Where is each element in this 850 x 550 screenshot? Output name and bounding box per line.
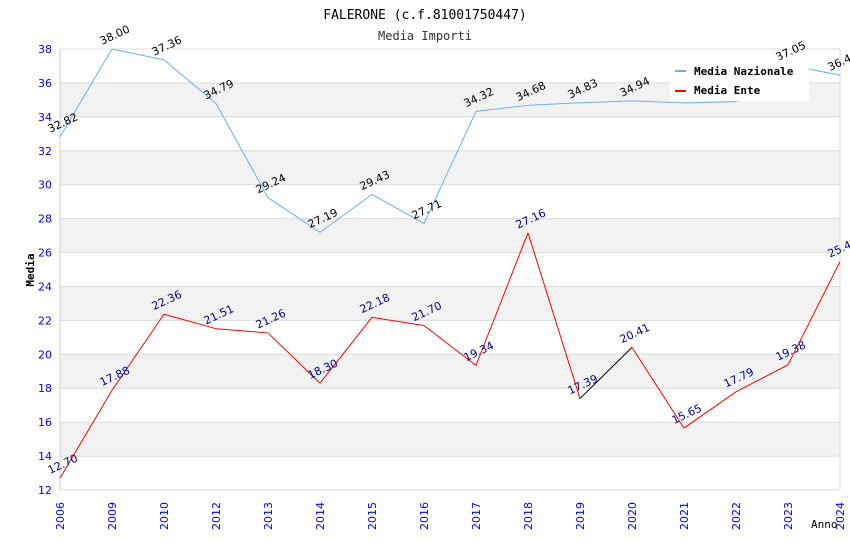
legend-label-nazionale: Media Nazionale	[694, 65, 794, 78]
series-segment	[683, 391, 737, 429]
x-tick-label: 2021	[678, 502, 691, 530]
series-segment	[631, 100, 685, 104]
y-tick-label: 20	[38, 348, 52, 361]
y-tick-label: 34	[38, 111, 52, 124]
y-tick-label: 30	[38, 179, 52, 192]
series-segment	[215, 103, 269, 198]
chart-subtitle: Media Importi	[378, 29, 472, 43]
grid-band	[60, 218, 840, 253]
x-tick-label: 2015	[366, 502, 379, 530]
series-segment	[475, 232, 529, 366]
x-tick-label: 2019	[574, 502, 587, 530]
data-label: 37.36	[150, 33, 184, 58]
data-label: 38.00	[98, 23, 132, 48]
series-segment	[111, 313, 165, 391]
x-tick-label: 2018	[522, 502, 535, 530]
x-tick-label: 2006	[54, 502, 67, 530]
y-tick-label: 12	[38, 484, 52, 497]
series-segment	[787, 261, 841, 366]
series-segment	[371, 193, 425, 224]
series-segment	[59, 48, 113, 138]
series-segment	[475, 104, 529, 112]
series-segment	[527, 232, 581, 399]
legend-swatch-nazionale	[675, 70, 686, 72]
series-segment	[111, 48, 165, 61]
x-tick-label: 2023	[782, 502, 795, 530]
y-tick-label: 14	[38, 450, 52, 463]
x-tick-label: 2012	[210, 502, 223, 530]
legend: Media Nazionale Media Ente	[670, 60, 809, 101]
y-tick-label: 24	[38, 280, 52, 293]
data-label: 20.41	[618, 321, 652, 346]
series-segment	[163, 313, 217, 330]
grid-band	[60, 422, 840, 457]
x-tick-label: 2017	[470, 502, 483, 530]
y-tick-label: 36	[38, 77, 52, 90]
x-tick-label: 2014	[314, 502, 327, 530]
x-axis-label: Anno	[811, 518, 838, 531]
series-segment	[579, 346, 633, 399]
x-tick-label: 2009	[106, 502, 119, 530]
x-tick-label: 2020	[626, 502, 639, 530]
x-tick-label: 2016	[418, 502, 431, 530]
x-tick-label: 2010	[158, 502, 171, 530]
series-segment	[267, 197, 321, 233]
series-segment	[319, 193, 373, 233]
legend-swatch-ente	[675, 90, 686, 92]
series-segment	[215, 328, 269, 334]
series-segment	[267, 332, 321, 384]
y-tick-label: 32	[38, 145, 52, 158]
legend-label-ente: Media Ente	[694, 84, 761, 97]
series-segment	[319, 317, 373, 384]
y-tick-label: 22	[38, 314, 52, 327]
series-segment	[59, 390, 113, 479]
y-tick-label: 38	[38, 43, 52, 56]
series-segment	[423, 325, 477, 366]
series-segment	[423, 111, 477, 224]
y-tick-label: 16	[38, 416, 52, 429]
y-tick-label: 18	[38, 382, 52, 395]
series-segment	[735, 364, 789, 393]
x-tick-label: 2022	[730, 502, 743, 530]
y-tick-label: 28	[38, 213, 52, 226]
series-segment	[371, 316, 425, 326]
grid-band	[60, 286, 840, 321]
y-tick-label: 26	[38, 247, 52, 260]
series-segment	[579, 100, 633, 104]
x-tick-label: 2013	[262, 502, 275, 530]
x-tick-label: 2024	[834, 502, 847, 530]
series-segment	[163, 59, 217, 104]
chart-title: FALERONE (c.f.81001750447)	[323, 8, 527, 23]
grid-band	[60, 354, 840, 389]
y-axis-label: Media	[24, 253, 37, 286]
series-segment	[683, 101, 737, 104]
series-segment	[527, 102, 581, 106]
series-segment	[631, 347, 685, 429]
data-label: 36.46	[826, 49, 850, 74]
